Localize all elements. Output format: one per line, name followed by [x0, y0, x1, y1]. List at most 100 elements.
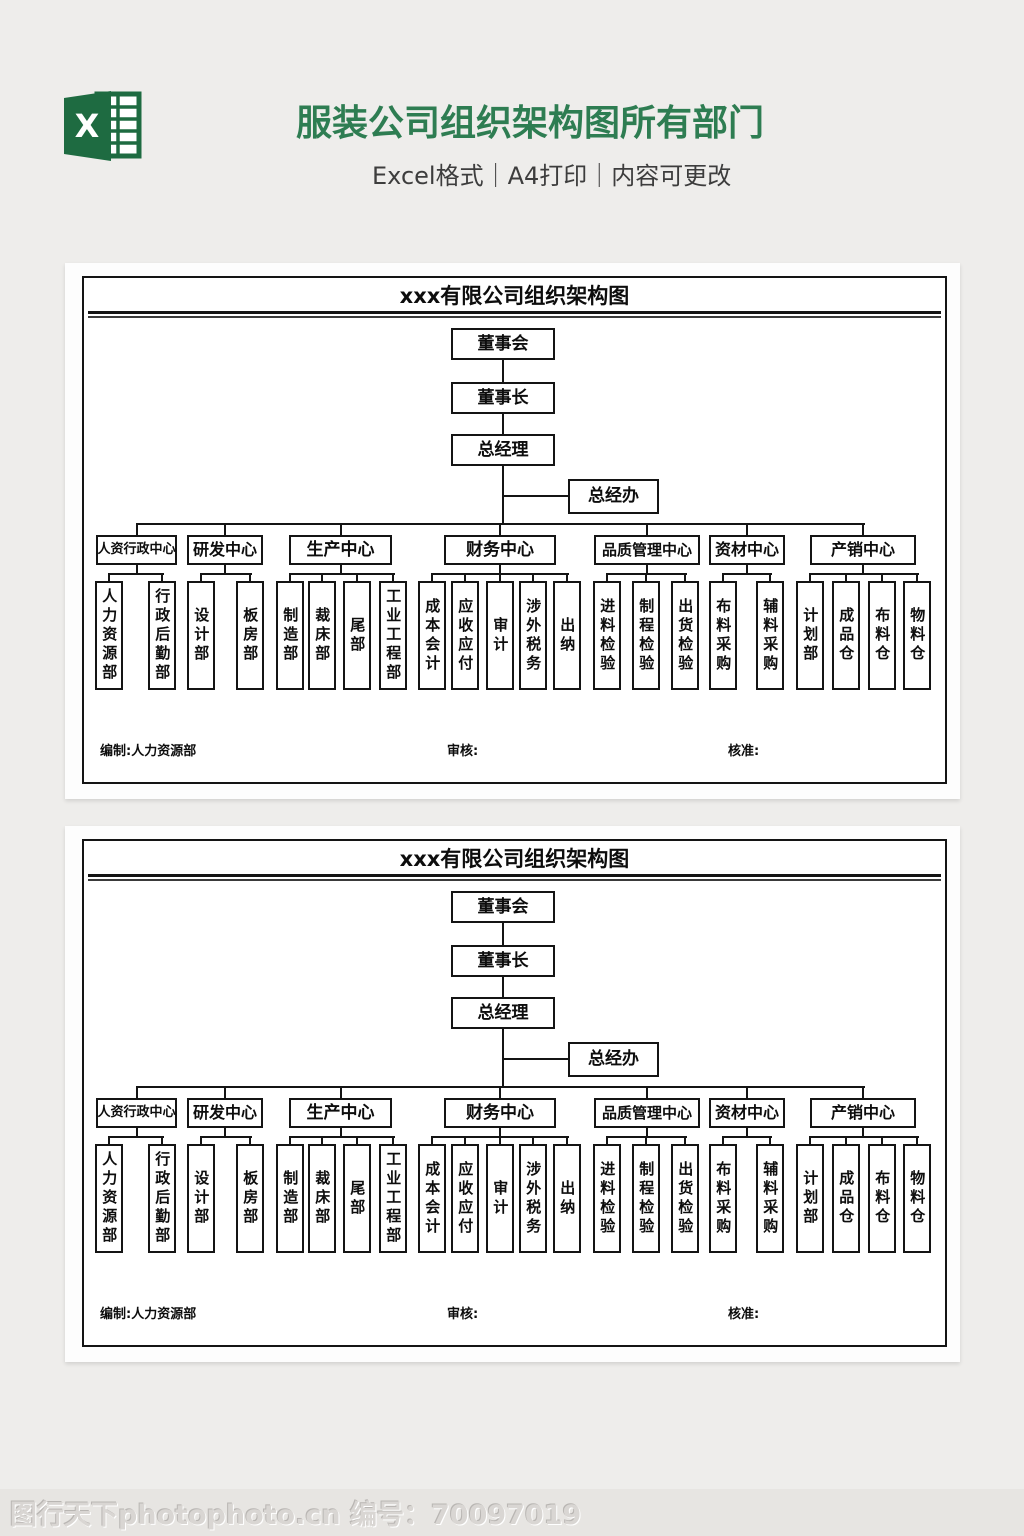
connector-vertical: [289, 1136, 291, 1144]
dept-box: 布料仓: [868, 581, 896, 690]
dept-box: 布料仓: [868, 1144, 896, 1253]
connector-vertical: [566, 573, 568, 581]
connector-vertical: [339, 1086, 342, 1098]
dept-box: 辅料采购: [756, 1144, 784, 1253]
connector-vertical: [392, 573, 394, 581]
dept-box: 板房部: [236, 1144, 264, 1253]
node-chairman: 董事长: [451, 382, 555, 414]
connector-vertical: [108, 1136, 110, 1144]
dept-box: 行政后勤部: [148, 581, 176, 690]
rail-horizontal: [201, 1136, 252, 1138]
rail-horizontal: [723, 573, 772, 575]
dept-box: 制造部: [276, 1144, 304, 1253]
connector-vertical: [431, 1136, 433, 1144]
connector-vertical: [321, 1136, 323, 1144]
center-box: 品质管理中心: [594, 1098, 700, 1128]
dept-box: 涉外税务: [519, 581, 547, 690]
dept-box: 审计: [486, 1144, 514, 1253]
node-chairman: 董事长: [451, 945, 555, 977]
rail-horizontal: [290, 573, 395, 575]
connector-vertical: [722, 573, 724, 581]
dept-box: 计划部: [796, 1144, 824, 1253]
connector-vertical: [502, 360, 504, 382]
connector-vertical: [606, 1136, 608, 1144]
excel-icon: X: [64, 91, 142, 161]
center-box: 生产中心: [289, 535, 392, 565]
dept-box: 工业工程部: [379, 581, 407, 690]
connector-vertical: [321, 573, 323, 581]
connector-vertical: [339, 565, 342, 575]
dept-box: 物料仓: [903, 1144, 931, 1253]
connector-vertical: [499, 1136, 501, 1144]
connector-vertical: [646, 1086, 648, 1098]
center-box: 品质管理中心: [594, 535, 700, 565]
connector-vertical: [135, 1128, 138, 1138]
rail-horizontal: [109, 1136, 164, 1138]
connector-vertical: [464, 1136, 466, 1144]
title-rule-thick: [88, 311, 941, 314]
dept-box: 成本会计: [418, 1144, 446, 1253]
dept-box: 裁床部: [308, 1144, 336, 1253]
connector-vertical: [809, 1136, 811, 1144]
dept-box: 尾部: [343, 1144, 371, 1253]
rail-horizontal: [607, 1136, 687, 1138]
dept-box: 出货检验: [671, 1144, 699, 1253]
rail-horizontal: [109, 573, 164, 575]
connector-vertical: [684, 573, 686, 581]
connector-vertical: [645, 573, 647, 581]
connector-vertical: [722, 1136, 724, 1144]
center-box: 人资行政中心: [96, 535, 177, 565]
connector-vertical: [881, 1136, 883, 1144]
dept-box: 应收应付: [451, 1144, 479, 1253]
chart-card-1: xxx有限公司组织架构图 董事会 董事长 总经理 总经办 人资行政中心 人力资源部 行政后勤部…: [65, 263, 960, 799]
connector-vertical: [646, 523, 648, 535]
connector-vertical: [502, 414, 504, 434]
rail-horizontal: [810, 1136, 919, 1138]
dept-box: 出货检验: [671, 581, 699, 690]
watermark-text: 图行天下photophoto.cn 编号：70097019: [10, 1500, 582, 1531]
title-rule-thin: [88, 879, 941, 881]
dept-box: 成品仓: [832, 1144, 860, 1253]
connector-vertical: [769, 1136, 771, 1144]
node-gm-office: 总经办: [568, 1042, 659, 1077]
chart-title: xxx有限公司组织架构图: [399, 284, 630, 308]
connector-vertical: [108, 573, 110, 581]
node-general-manager: 总经理: [451, 434, 555, 466]
chart-frame: xxx有限公司组织架构图 董事会 董事长 总经理 总经办 人资行政中心 人力资源部 行政后勤部…: [82, 839, 947, 1347]
dept-box: 物料仓: [903, 581, 931, 690]
connector-vertical: [499, 1086, 501, 1098]
center-box: 财务中心: [444, 535, 556, 565]
watermark-bar: 图行天下photophoto.cn 编号：70097019: [0, 1489, 1024, 1536]
connector-vertical: [431, 573, 433, 581]
connector-vertical: [746, 523, 748, 535]
connector-vertical: [646, 1128, 648, 1138]
connector-vertical: [862, 1128, 864, 1138]
dept-box: 审计: [486, 581, 514, 690]
dept-box: 布料采购: [709, 1144, 737, 1253]
dept-box: 应收应付: [451, 581, 479, 690]
connector-vertical: [200, 573, 202, 581]
connector-vertical: [746, 565, 748, 575]
connector-vertical: [606, 573, 608, 581]
dept-box: 进料检验: [593, 1144, 621, 1253]
excel-x-letter: X: [75, 107, 100, 145]
dept-box: 出纳: [553, 1144, 581, 1253]
connector-vertical: [845, 1136, 847, 1144]
connector-vertical: [339, 523, 342, 535]
connector-vertical: [862, 523, 864, 535]
center-box: 研发中心: [187, 535, 263, 565]
connector-vertical: [862, 1086, 864, 1098]
dept-box: 成本会计: [418, 581, 446, 690]
dept-box: 出纳: [553, 581, 581, 690]
connector-horizontal: [503, 495, 568, 497]
node-board: 董事会: [451, 328, 555, 360]
dept-box: 进料检验: [593, 581, 621, 690]
center-box: 人资行政中心: [96, 1098, 177, 1128]
connector-vertical: [135, 1086, 138, 1098]
chart-title: xxx有限公司组织架构图: [399, 847, 630, 871]
dept-box: 设计部: [187, 581, 215, 690]
connector-vertical: [224, 565, 226, 575]
connector-vertical: [566, 1136, 568, 1144]
rail-horizontal: [201, 573, 252, 575]
connector-vertical: [502, 923, 504, 945]
